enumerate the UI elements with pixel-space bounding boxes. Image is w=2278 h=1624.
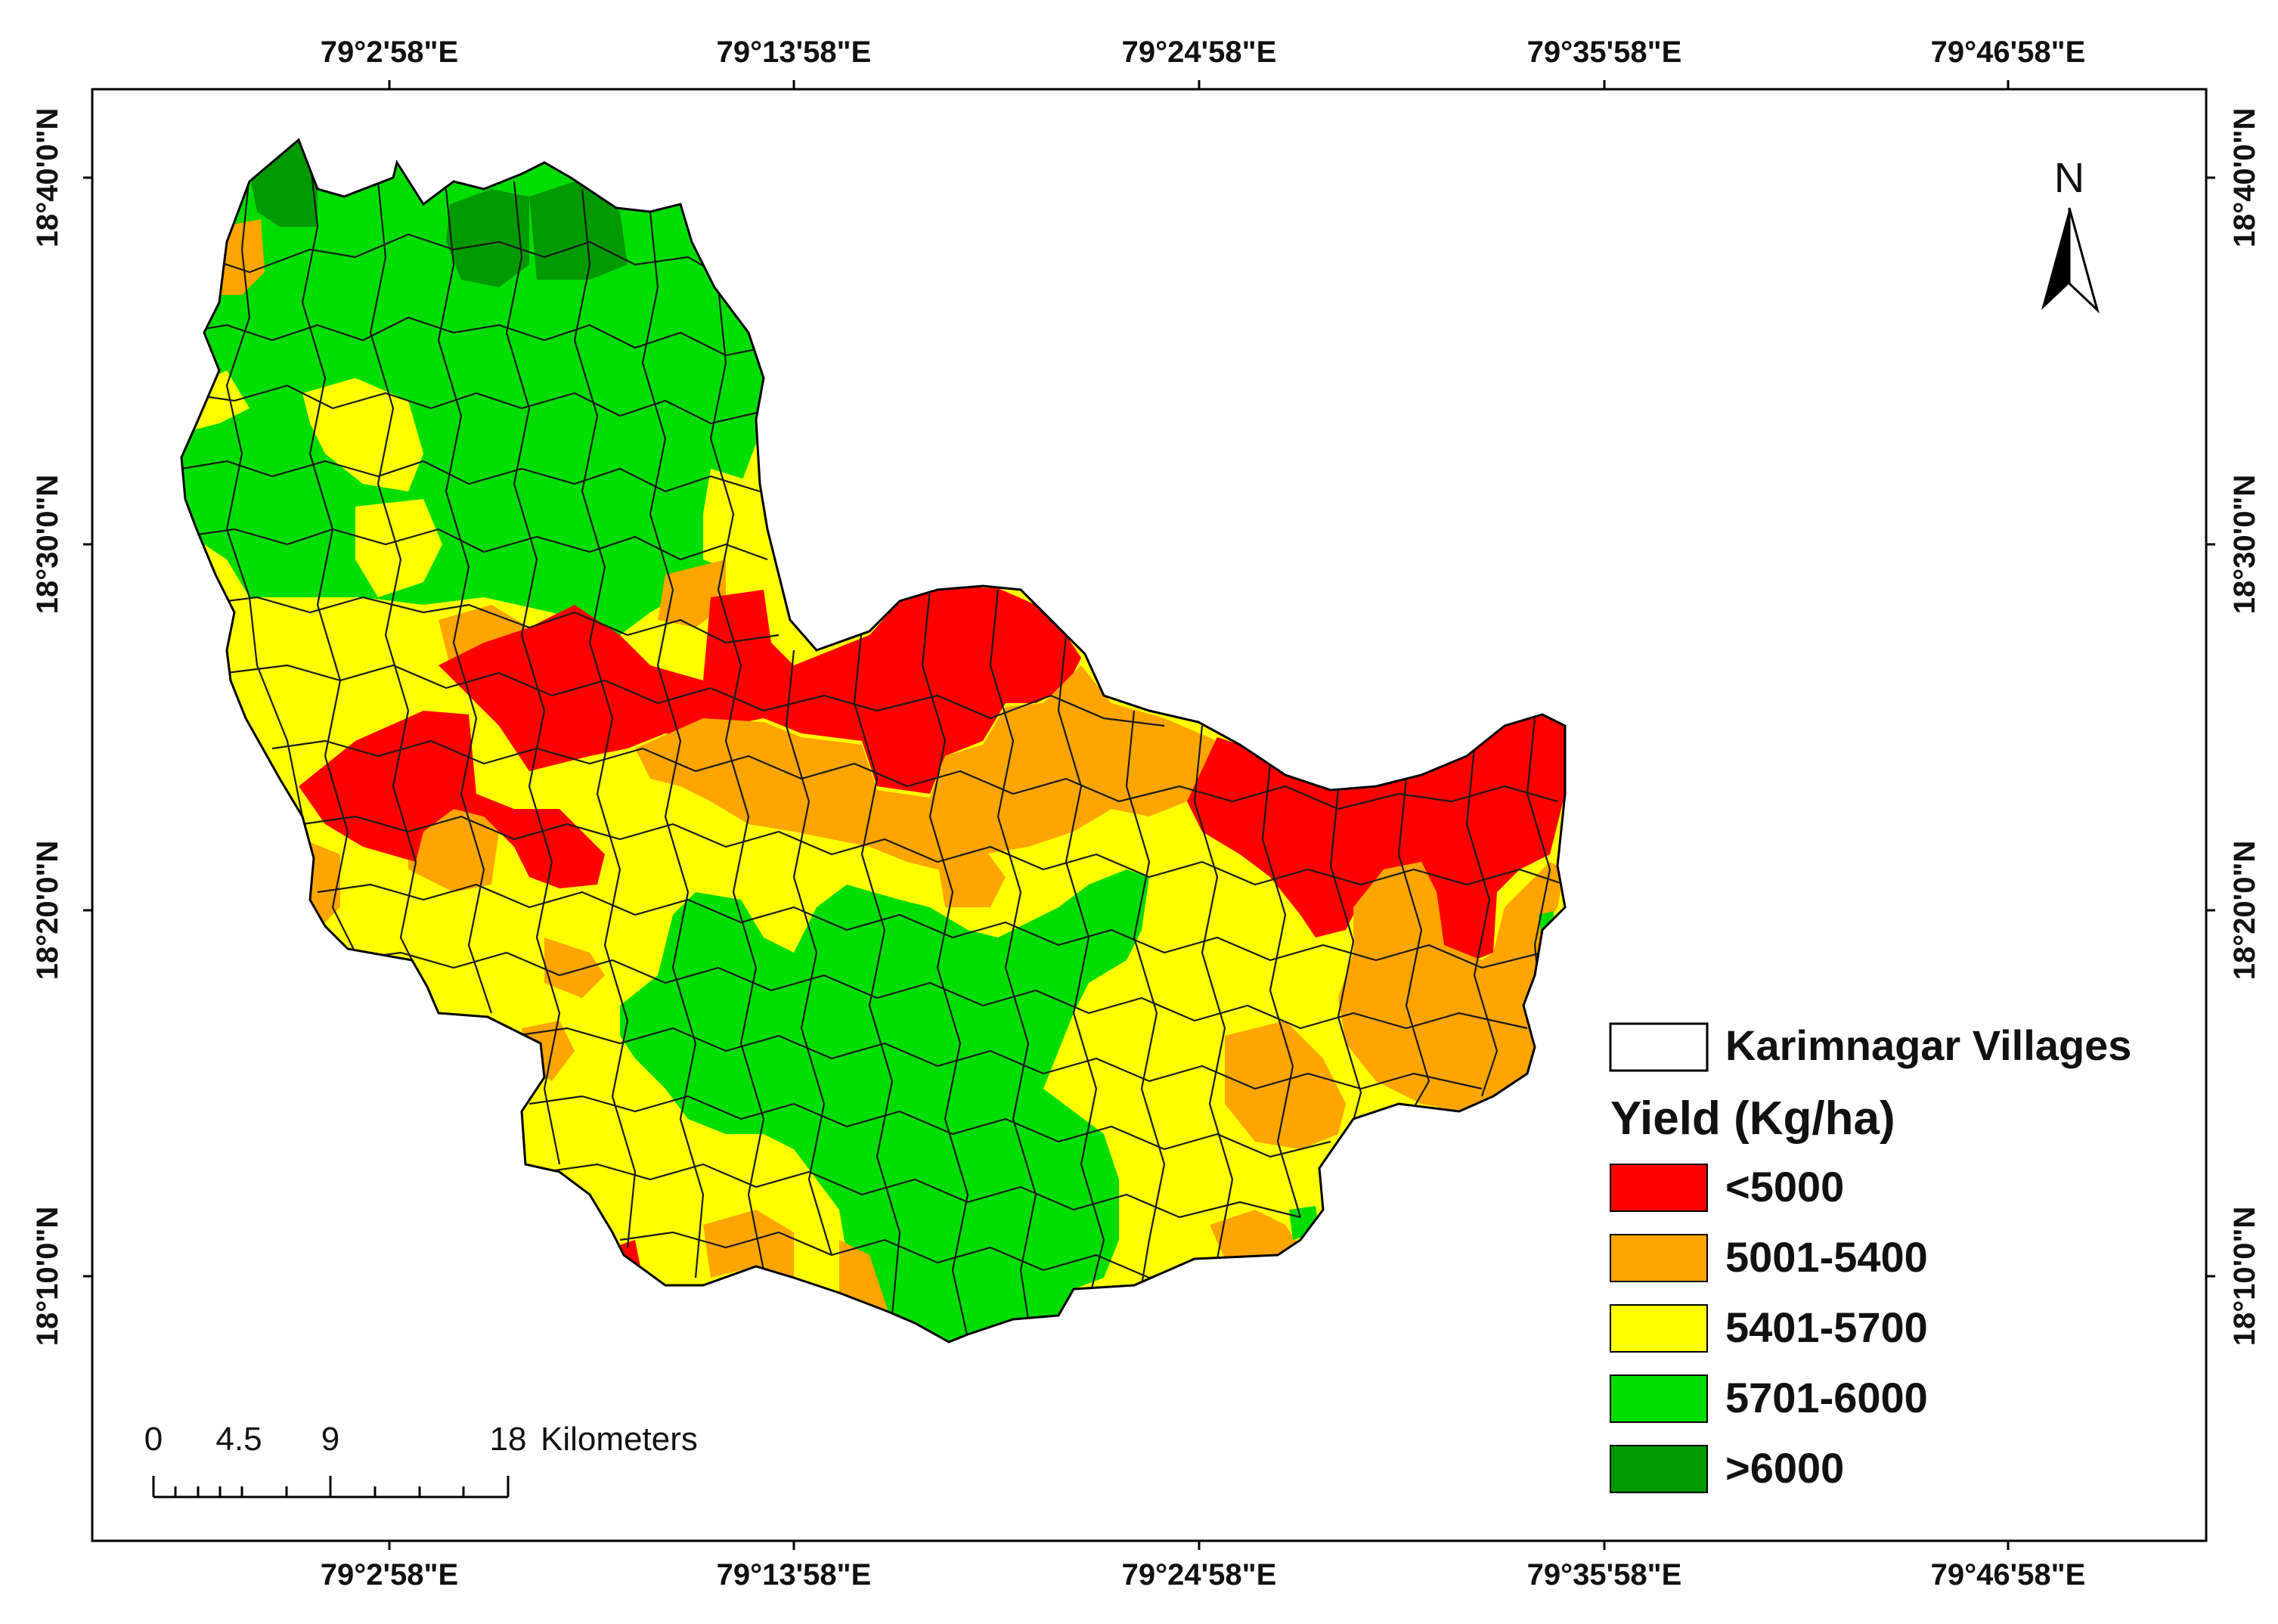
legend-label-5701-6000: 5701-6000	[1725, 1374, 1928, 1421]
zone-5001-5400-nw-1	[219, 219, 265, 295]
legend-swatch-5401-5700	[1610, 1304, 1708, 1353]
zone-5001-5400-south-2	[703, 1210, 794, 1278]
legend-swatch-under-5000	[1610, 1164, 1708, 1212]
lon-label-top-1: 79°2'58"E	[321, 36, 458, 69]
lat-label-right-1: 18°40'0"N	[2228, 108, 2261, 248]
zone-5001-5400-central-2	[938, 847, 1006, 907]
zone-under-5000-central	[703, 586, 1081, 794]
zone-over-6000-2	[446, 189, 529, 287]
north-arrow-icon	[2041, 207, 2100, 314]
scale-bar-line	[152, 1476, 510, 1498]
zone-under-5000-east	[1187, 714, 1565, 960]
lon-label-bottom-5: 79°46'58"E	[1931, 1558, 2086, 1591]
zone-over-6000-3	[529, 181, 628, 280]
yield-zones	[181, 140, 1565, 1342]
legend-swatch-5001-5400	[1610, 1234, 1708, 1282]
zone-over-6000-1	[249, 140, 318, 227]
district-outline	[180, 138, 1567, 1344]
zone-5001-5400-east-2	[1225, 1021, 1346, 1149]
scale-tick-0: 0	[144, 1421, 163, 1458]
legend-title: Yield (Kg/ha)	[1610, 1092, 1895, 1145]
lat-label-right-4: 18°10'0"N	[2228, 1207, 2261, 1347]
graticule-ticks	[83, 80, 2215, 1550]
lat-label-right-3: 18°20'0"N	[2228, 841, 2261, 981]
lon-label-top-4: 79°35'58"E	[1527, 36, 1682, 69]
scale-bar: 0 4.5 9 18 Kilometers	[144, 1421, 698, 1498]
district-map	[180, 138, 1567, 1344]
legend-label-under-5000: <5000	[1725, 1163, 1844, 1210]
zone-5001-5400-east-1	[1338, 862, 1565, 1111]
village-boundaries	[181, 158, 1565, 1339]
legend-swatch-5701-6000	[1610, 1375, 1708, 1423]
zone-5701-6000-north	[181, 151, 764, 635]
lon-label-bottom-3: 79°24'58"E	[1122, 1558, 1277, 1591]
north-label: N	[2054, 153, 2084, 201]
zone-5001-5400-central	[635, 665, 1217, 869]
zone-5001-5400-sw	[544, 938, 605, 998]
scale-unit: Kilometers	[541, 1421, 698, 1458]
lon-label-bottom-1: 79°2'58"E	[321, 1558, 458, 1591]
lon-label-top-2: 79°13'58"E	[717, 36, 872, 69]
scale-tick-18: 18	[490, 1421, 527, 1458]
legend: Karimnagar Villages Yield (Kg/ha) <5000 …	[1609, 1021, 2131, 1493]
legend-label-5001-5400: 5001-5400	[1725, 1233, 1928, 1281]
scale-tick-4-5: 4.5	[215, 1421, 262, 1458]
lon-label-top-3: 79°24'58"E	[1122, 36, 1277, 69]
legend-label-villages: Karimnagar Villages	[1725, 1021, 2131, 1069]
zone-5401-5700-ne	[703, 469, 767, 575]
lat-label-left-2: 18°30'0"N	[31, 475, 64, 615]
lat-label-left-3: 18°20'0"N	[31, 841, 64, 981]
legend-swatch-over-6000	[1610, 1445, 1708, 1493]
lon-label-bottom-2: 79°13'58"E	[717, 1558, 872, 1591]
zone-5001-5400-south-1	[1210, 1210, 1300, 1259]
zone-5401-5700-nw-3	[355, 499, 442, 597]
lat-label-right-2: 18°30'0"N	[2228, 475, 2261, 615]
scale-tick-9: 9	[321, 1421, 339, 1458]
zone-5001-5400-nw-2	[658, 559, 726, 628]
zone-under-5000-central-west	[439, 605, 726, 771]
lat-label-left-1: 18°40'0"N	[31, 108, 64, 248]
lon-label-bottom-4: 79°35'58"E	[1527, 1558, 1682, 1591]
north-arrow: N	[2041, 153, 2100, 314]
lon-label-top-5: 79°46'58"E	[1931, 36, 2086, 69]
legend-label-5401-5700: 5401-5700	[1725, 1303, 1928, 1351]
lat-label-left-4: 18°10'0"N	[31, 1207, 64, 1347]
legend-swatch-villages	[1609, 1022, 1709, 1072]
legend-label-over-6000: >6000	[1725, 1444, 1844, 1492]
